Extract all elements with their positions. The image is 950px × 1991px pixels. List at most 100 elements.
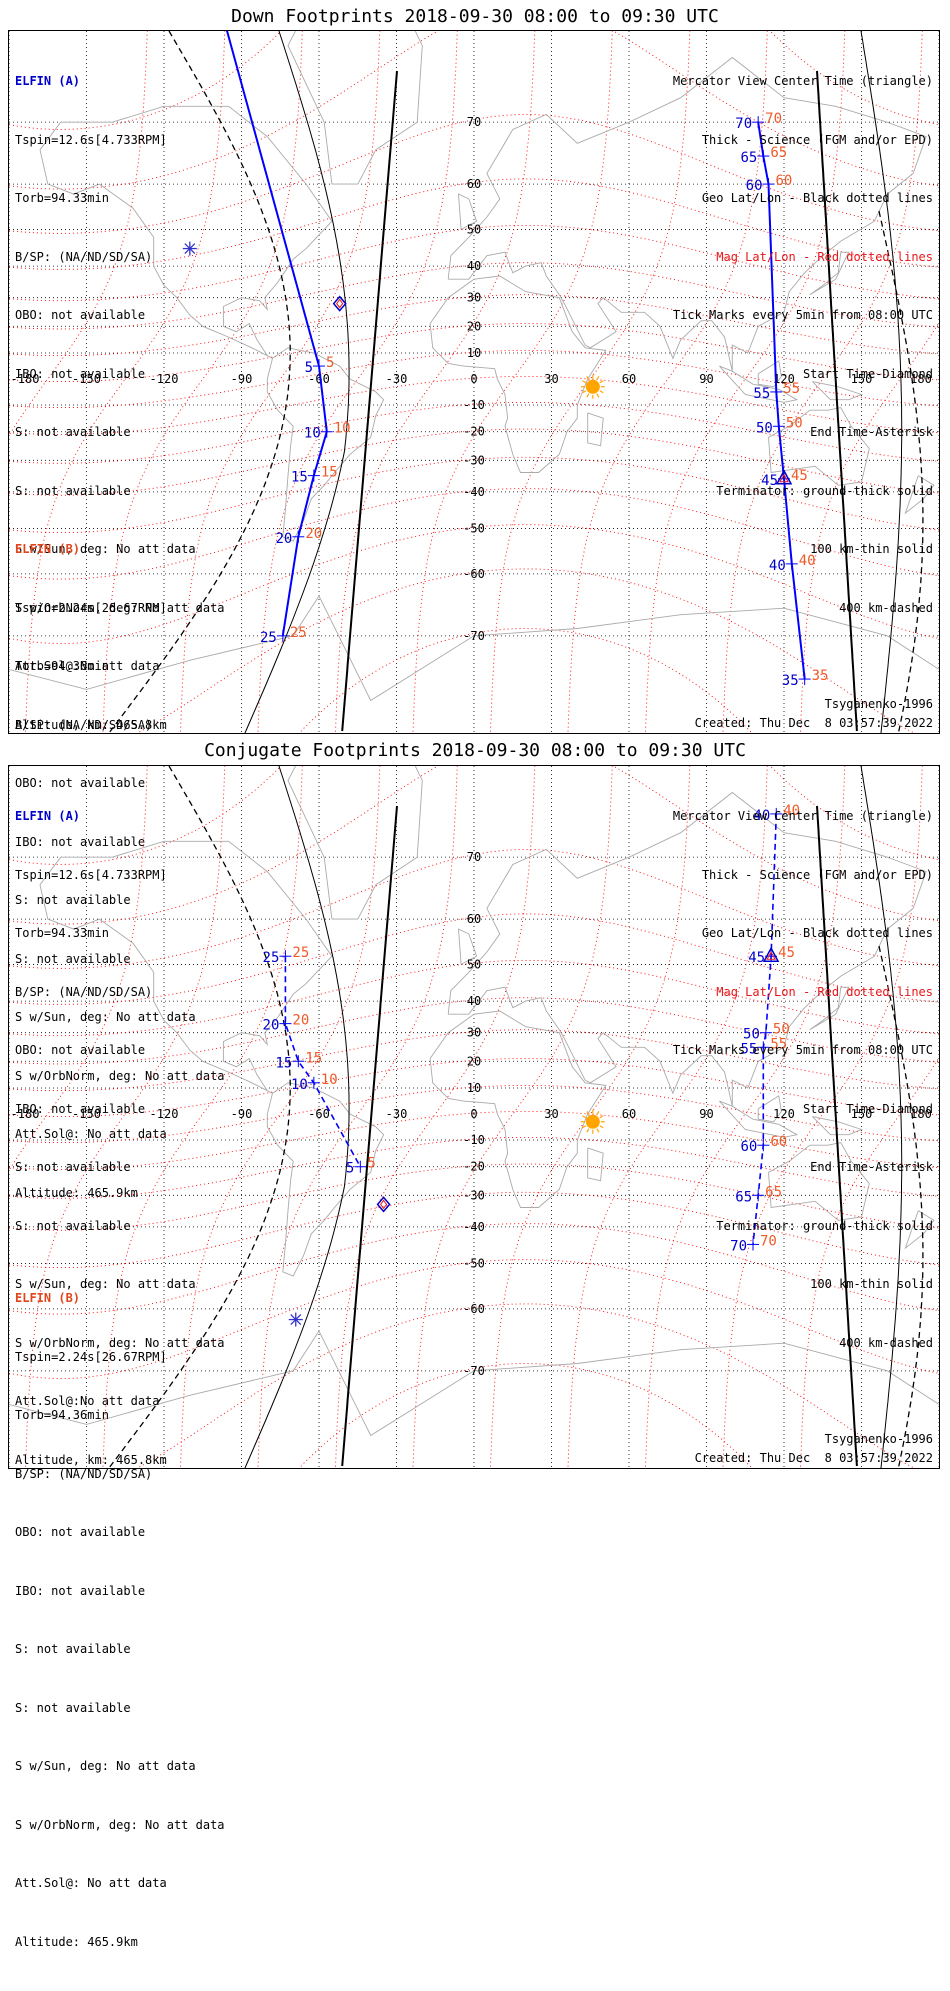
info-line: S: not available (15, 1700, 131, 1715)
info-line: S: not available (15, 425, 131, 439)
lat-tick-label: 20 (467, 1054, 481, 1068)
lat-tick-label: -50 (463, 522, 485, 536)
lat-tick-label: 30 (467, 1026, 481, 1040)
lon-tick-label: 90 (699, 372, 713, 386)
time-tick-label-a: 60 (746, 178, 763, 194)
end-asterisk-marker (184, 243, 196, 255)
center-time-triangle (779, 473, 789, 483)
lon-tick-label: 0 (470, 372, 477, 386)
coastline (768, 1142, 870, 1221)
sun-ray (582, 1125, 587, 1129)
time-tick-label-a: 65 (740, 150, 757, 166)
lon-tick-label: -150 (72, 372, 101, 386)
time-tick-label-b: 10 (321, 1072, 338, 1088)
info-line: OBO: not available (15, 776, 146, 790)
legend-line: Start Time-Diamond (802, 1101, 933, 1116)
info-line: S: not available (15, 893, 131, 907)
start-diamond-marker (379, 1199, 388, 1210)
coastline (812, 381, 863, 401)
coastline (757, 1095, 782, 1123)
lat-tick-label: 40 (467, 259, 481, 273)
panel-down-footprints: Down Footprints 2018-09-30 08:00 to 09:3… (0, 0, 950, 1200)
time-tick-label-b: 45 (778, 945, 795, 961)
terminator-ground (816, 805, 858, 1467)
time-tick-label-a: 55 (740, 1041, 757, 1057)
lon-tick-label: 150 (851, 1107, 873, 1121)
time-tick-label-a: 45 (748, 950, 765, 966)
lat-tick-label: 20 (467, 319, 481, 333)
time-tick-label-b: 60 (776, 173, 793, 189)
sun-ray (596, 376, 600, 381)
terminator-400km (878, 945, 924, 1468)
lon-tick-label: 90 (699, 1107, 713, 1121)
time-tick-label-b: 25 (292, 945, 309, 961)
coastline (447, 56, 927, 372)
mag-meridian (335, 31, 536, 733)
coastline (429, 1010, 607, 1208)
terminator-100km (860, 31, 903, 733)
lat-tick-label: 60 (467, 912, 481, 926)
info-line: B/SP: (NA/ND/SD/SA) (15, 717, 153, 732)
info-line: S w/Sun, deg: No att data (15, 1010, 196, 1024)
terminator-100km (244, 766, 350, 1468)
lat-tick-label: -40 (463, 485, 485, 499)
created-label: Created: Thu Dec 8 03:57:39 2022 (694, 716, 933, 730)
info-line: S: not available (15, 951, 131, 966)
time-tick-label-b: 65 (770, 145, 787, 161)
terminator-100km (860, 766, 903, 1468)
coastline (287, 31, 423, 185)
info-line: Att.Sol@: No att data (15, 1876, 167, 1890)
lat-tick-label: 60 (467, 177, 481, 191)
mag-parallel (9, 31, 939, 190)
lon-tick-label: -30 (386, 372, 408, 386)
lat-tick-label: -70 (463, 1364, 485, 1378)
info-line: S w/OrbNorm, deg: No att data (15, 1817, 225, 1832)
lat-tick-label: -30 (463, 1188, 485, 1202)
info-line: OBO: not available (15, 308, 146, 322)
panel-title: Conjugate Footprints 2018-09-30 08:00 to… (204, 740, 746, 761)
panel-conjugate-footprints: Conjugate Footprints 2018-09-30 08:00 to… (0, 740, 950, 1949)
time-tick-label-a: 10 (291, 1077, 308, 1093)
coastline (457, 193, 478, 230)
sun-ray (582, 1115, 587, 1119)
lon-tick-label: 60 (622, 372, 636, 386)
coastline (904, 1210, 935, 1250)
sun-icon (585, 379, 600, 394)
coastline (429, 275, 607, 473)
lat-tick-label: 30 (467, 291, 481, 305)
coastline (768, 407, 870, 486)
model-label: Tsyganenko-1996 (824, 697, 933, 711)
info-line: Altitude, km: 465.8km (15, 1452, 167, 1467)
sun-ray (586, 1111, 590, 1116)
lon-tick-label: -180 (11, 372, 40, 386)
lat-tick-label: -60 (463, 1302, 485, 1316)
legend-line: Terminator: ground-thick solid (716, 1218, 933, 1233)
lon-tick-label: -60 (308, 372, 330, 386)
time-tick-label-b: 60 (770, 1134, 787, 1150)
lon-tick-label: 120 (773, 1107, 795, 1121)
map-canvas: -180 -150 -120 -90 -60 -30 0 30 60 90 120 150 180 70 6… (9, 31, 939, 733)
legend-line: Geo Lat/Lon - Black dotted lines (701, 926, 933, 940)
legend-line: Thick - Science (FGM and/or EPD) (701, 867, 933, 882)
time-tick-label-a: 15 (275, 1055, 292, 1071)
lon-tick-label: 120 (773, 372, 795, 386)
coastline (266, 1082, 385, 1277)
lon-tick-label: -150 (72, 1107, 101, 1121)
lat-tick-label: 50 (467, 222, 481, 236)
time-tick-label-a: 60 (740, 1139, 757, 1155)
info-line: Torb=94.33min (15, 191, 109, 205)
info-line: IBO: not available (15, 366, 146, 381)
coastline (39, 840, 333, 1094)
coastline (587, 1147, 604, 1182)
info-line: S w/OrbNorm, deg: No att data (15, 1068, 225, 1083)
mag-parallel (9, 959, 939, 1037)
mag-parallel (136, 568, 915, 733)
coastline (719, 1100, 799, 1138)
info-line: B/SP: (NA/ND/SD/SA) (15, 984, 153, 999)
start-diamond-marker (336, 298, 344, 309)
time-tick-label-b: 25 (290, 625, 307, 641)
info-line: Torb=94.36min (15, 1408, 109, 1422)
lat-tick-label: -60 (463, 567, 485, 581)
legend-line: 100 km-thin solid (810, 542, 933, 556)
time-tick-label-b: 50 (773, 1022, 790, 1038)
